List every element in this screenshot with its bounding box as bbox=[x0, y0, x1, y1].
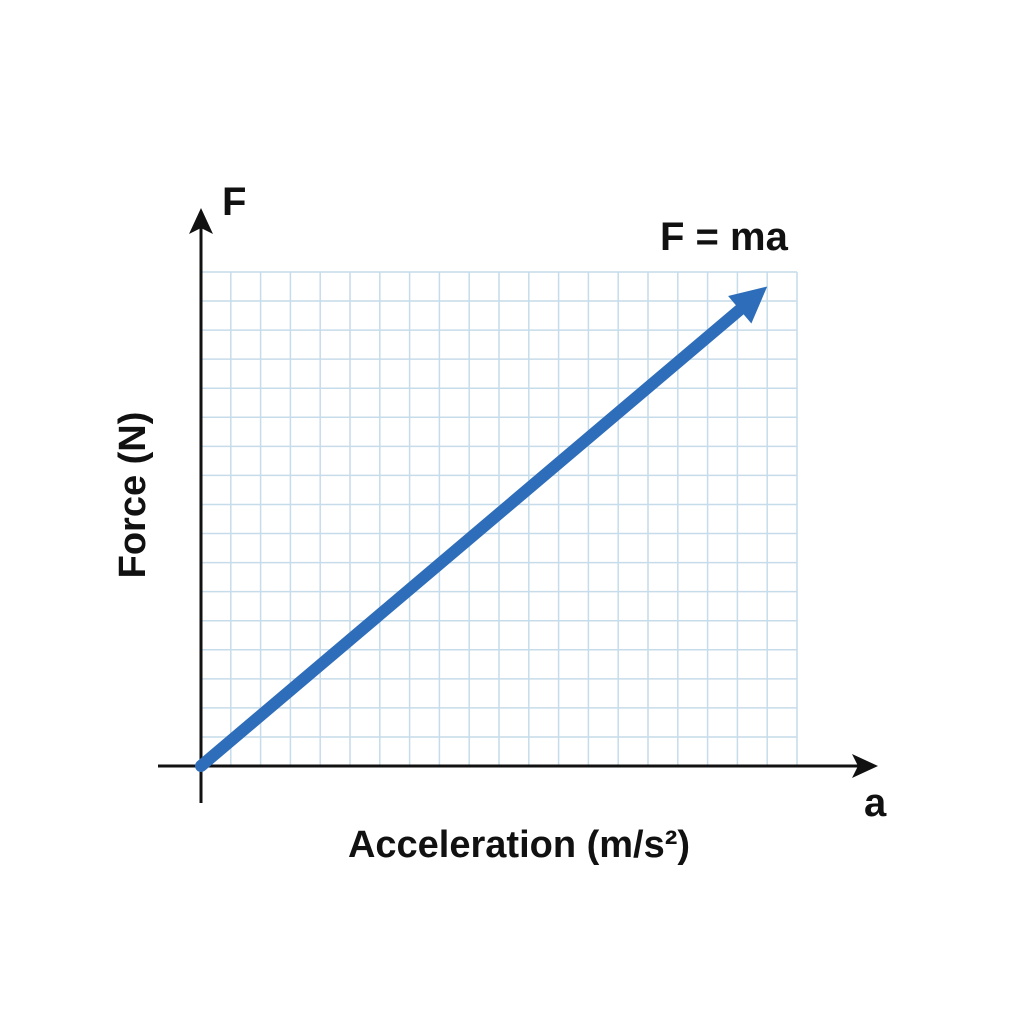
x-axis-arrowhead bbox=[852, 754, 878, 778]
series-line bbox=[195, 303, 746, 772]
x-axis-symbol: a bbox=[864, 781, 887, 825]
series-arrowhead bbox=[728, 286, 768, 324]
x-axis-title: Acceleration (m/s²) bbox=[348, 824, 690, 866]
grid bbox=[200, 271, 798, 767]
y-axis-arrowhead bbox=[189, 208, 213, 234]
y-axis-title: Force (N) bbox=[112, 412, 154, 579]
axes bbox=[158, 208, 878, 803]
equation-annotation: F = ma bbox=[660, 215, 789, 259]
y-axis-symbol: F bbox=[222, 180, 246, 224]
series bbox=[195, 286, 768, 772]
